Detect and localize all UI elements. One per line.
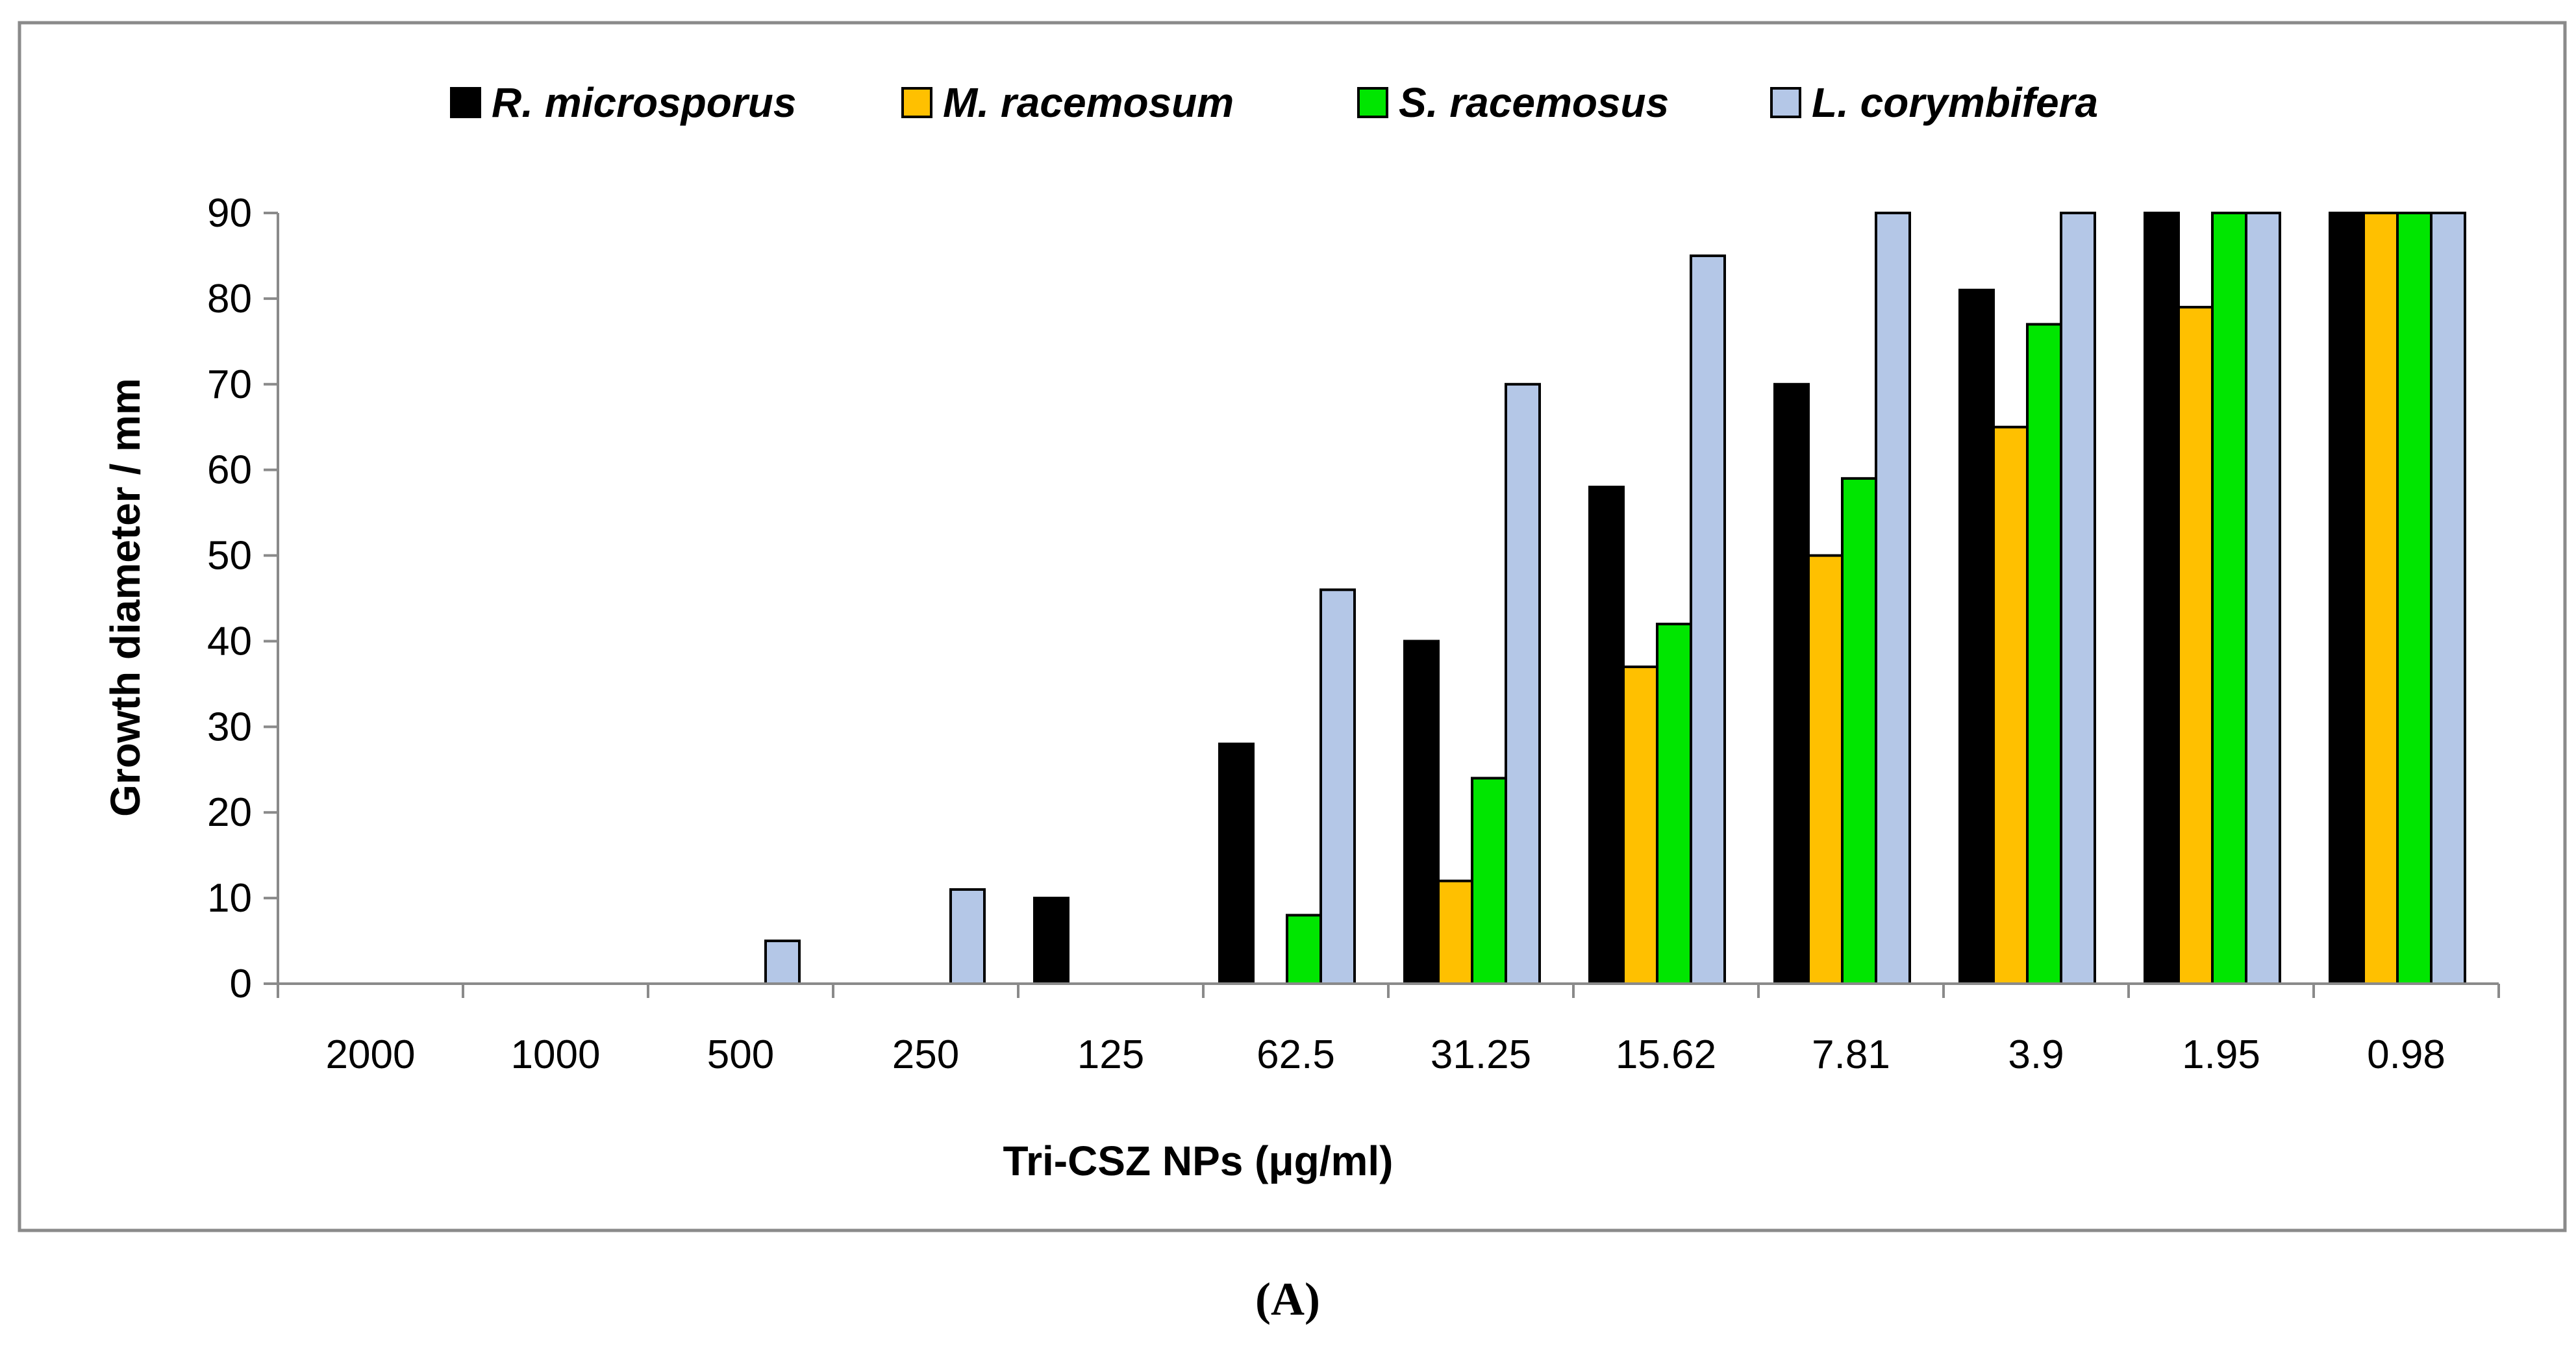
bar [1286,914,1322,985]
bar [2245,212,2281,985]
panel-label: (A) [1255,1273,1320,1325]
y-tick-label: 70 [207,362,252,407]
x-tick-label: 2000 [326,1032,416,1077]
y-tick-label: 90 [207,191,252,236]
bar [2177,306,2214,986]
bar [1807,554,1844,985]
bar [1033,897,1069,985]
bar [1403,640,1440,985]
legend-label: R. microsporus [492,79,796,126]
legend-label: S. racemosus [1399,79,1669,126]
bar [2060,212,2096,985]
y-tick-label: 40 [207,619,252,664]
x-axis: 2000 1000 500 250 125 62.5 31.25 15.62 7.81 3.9 1.… [277,982,2500,1077]
x-tick-label: 31.25 [1431,1032,1531,1077]
bar [1992,425,2029,985]
bar [949,888,986,986]
y-tick-label: 20 [207,790,252,835]
x-tick-label: 500 [707,1032,774,1077]
y-tick-label: 50 [207,534,252,579]
y-tick-label: 0 [230,962,252,1006]
legend-swatch [1770,87,1801,118]
bar [1958,288,1995,986]
y-tick-label: 80 [207,277,252,321]
x-tick-label: 7.81 [1812,1032,1890,1077]
bar [1690,254,1726,985]
x-tick-label: 250 [892,1032,959,1077]
legend-label: L. corymbifera [1812,79,2098,126]
bar [2329,212,2365,985]
chart-border [18,21,2567,1232]
x-tick-label: 1.95 [2182,1032,2260,1077]
bar [1841,477,1877,985]
bar [2144,212,2180,985]
legend: R. microsporus M. racemosum S. racemosus L.… [450,79,2098,126]
bar [1218,742,1255,985]
bar [2026,323,2062,985]
x-tick-label: 3.9 [2008,1032,2064,1077]
legend-swatch [450,87,481,118]
bar [1437,879,1473,985]
bar [2362,212,2399,985]
x-tick-label: 15.62 [1616,1032,1716,1077]
bar [2396,212,2432,985]
bar [1773,382,1810,985]
x-tick-label: 125 [1077,1032,1144,1077]
bar [1588,486,1625,985]
y-tick-label: 60 [207,448,252,493]
y-axis-title: Growth diameter / mm [102,378,149,817]
x-tick-label: 62.5 [1257,1032,1335,1077]
x-tick-label: 0.98 [2367,1032,2445,1077]
legend-label: M. racemosum [943,79,1234,126]
bar [1505,382,1541,985]
bar [1656,623,1692,985]
bar [1875,212,1911,985]
bars-group [764,212,2466,986]
bar [1319,588,1356,985]
legend-swatch [901,87,932,118]
bar [2211,212,2247,985]
x-axis-title: Tri-CSZ NPs (μg/ml) [1003,1138,1394,1184]
y-tick-label: 30 [207,704,252,749]
bar [1622,666,1658,985]
bar [764,940,801,985]
bar [1471,777,1507,985]
y-axis: 0 10 20 30 40 50 60 70 80 90 [207,191,279,1006]
x-tick-label: 1000 [511,1032,601,1077]
y-tick-label: 10 [207,876,252,921]
legend-swatch [1357,87,1388,118]
bar [2430,212,2466,985]
